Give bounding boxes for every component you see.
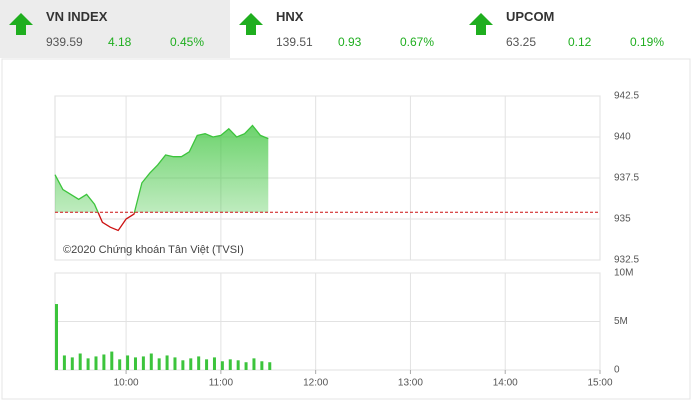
volume-bar <box>236 360 240 370</box>
x-tick-label: 13:00 <box>398 378 423 389</box>
chart-frame <box>1 58 691 400</box>
y-tick-label: 937.5 <box>614 173 639 184</box>
volume-bar <box>165 355 169 370</box>
volume-bar <box>157 358 161 370</box>
price-line <box>54 124 269 232</box>
up-arrow <box>9 13 33 35</box>
index-percent: 0.45% <box>170 35 205 49</box>
up-arrow <box>239 13 263 35</box>
x-tick-label: 11:00 <box>209 378 234 389</box>
volume-bar <box>55 304 58 370</box>
y-tick-label: 940 <box>614 132 631 143</box>
volume-bar <box>126 355 130 370</box>
volume-bar <box>62 355 66 370</box>
index-change: 0.93 <box>338 35 362 49</box>
index-tab[interactable]: HNX 139.51 0.93 0.67% <box>230 0 460 58</box>
index-change: 4.18 <box>108 35 132 49</box>
index-percent: 0.19% <box>630 35 665 49</box>
volume-bar <box>141 356 145 370</box>
volume-bar <box>110 351 114 370</box>
x-tick-label: 10:00 <box>114 378 139 389</box>
index-value: 939.59 <box>46 35 83 49</box>
volume-bar <box>118 359 122 370</box>
volume-bar <box>189 358 193 370</box>
volume-bar <box>212 357 216 370</box>
volume-bar <box>197 356 201 370</box>
volume-bar <box>268 362 272 370</box>
x-tick-label: 14:00 <box>493 378 518 389</box>
y-tick-label: 932.5 <box>614 255 639 266</box>
watermark: ©2020 Chứng khoán Tân Việt (TVSI) <box>63 244 244 256</box>
x-tick-label: 12:00 <box>303 378 328 389</box>
index-tab[interactable]: VN INDEX 939.59 4.18 0.45% <box>0 0 230 58</box>
y-tick-label: 10M <box>614 268 633 279</box>
y-tick-label: 935 <box>614 214 631 225</box>
volume-bar <box>149 353 153 370</box>
volume-bar <box>181 360 185 370</box>
y-tick-label: 0 <box>614 365 620 376</box>
up-arrow <box>469 13 493 35</box>
x-tick-label: 15:00 <box>587 378 612 389</box>
volume-bar <box>70 357 74 370</box>
y-tick-label: 942.5 <box>614 91 639 102</box>
volume-bar <box>86 358 90 370</box>
volume-bar <box>94 356 98 370</box>
y-tick-label: 5M <box>614 316 628 327</box>
volume-bar <box>173 357 177 370</box>
index-value: 139.51 <box>276 35 313 49</box>
volume-bar <box>228 359 232 370</box>
index-name: VN INDEX <box>46 9 108 24</box>
index-tabs: VN INDEX 939.59 4.18 0.45% HNX 139.51 0.93 0.67… <box>0 0 692 58</box>
price-area <box>55 125 269 213</box>
volume-bar <box>133 357 137 370</box>
index-name: UPCOM <box>506 9 555 24</box>
volume-bar <box>260 361 264 370</box>
chart: 932.5 935 937.5 940 942.5 ©2020 Chứng khoán T… <box>1 58 691 400</box>
volume-bar <box>78 353 82 370</box>
volume-bar <box>102 354 106 370</box>
index-tab[interactable]: UPCOM 63.25 0.12 0.19% <box>460 0 690 58</box>
volume-bar <box>244 362 248 370</box>
index-name: HNX <box>276 9 304 24</box>
index-percent: 0.67% <box>400 35 435 49</box>
index-change: 0.12 <box>568 35 592 49</box>
volume-bar <box>220 361 224 370</box>
index-value: 63.25 <box>506 35 537 49</box>
volume-bar <box>205 359 209 370</box>
volume-bar <box>252 358 256 370</box>
